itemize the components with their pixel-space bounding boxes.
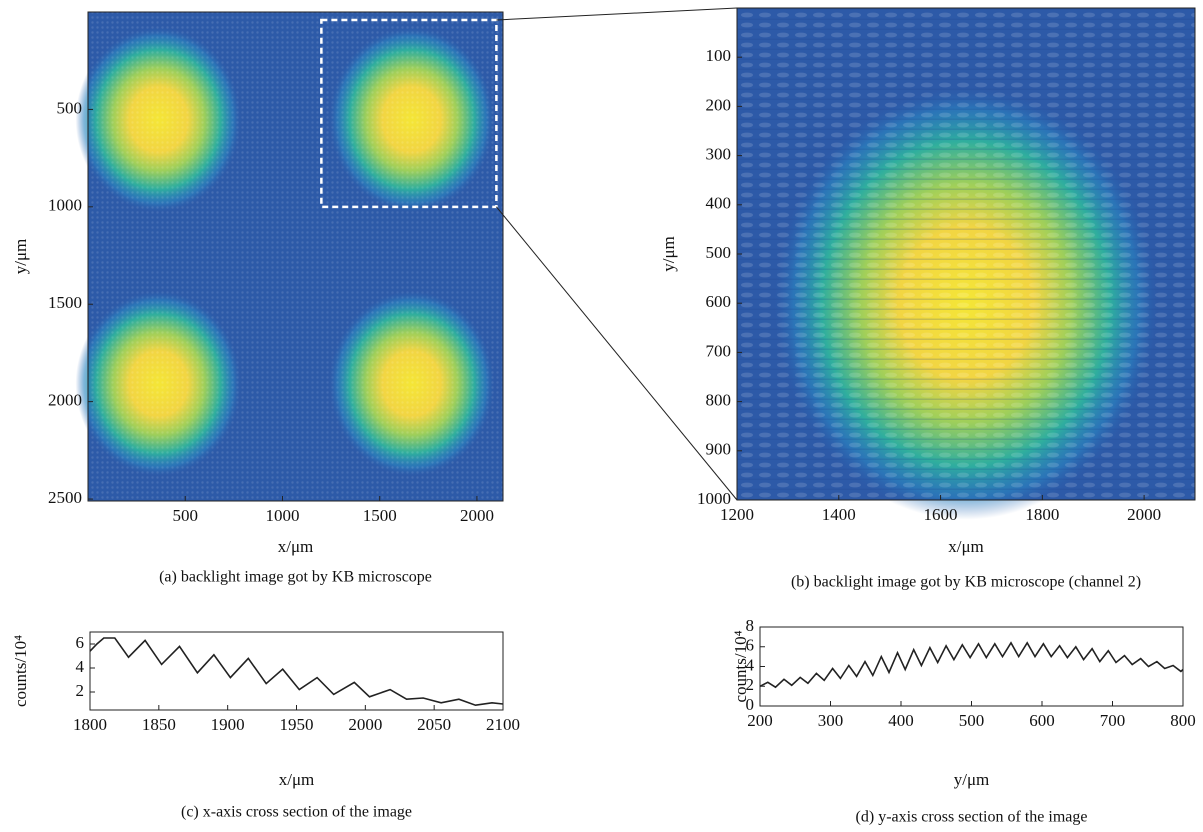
x-tick-label: 1600 (924, 505, 958, 524)
y-axis-label: y/μm (659, 236, 678, 272)
x-tick-label: 1800 (73, 715, 107, 734)
x-axis-label: x/μm (278, 537, 314, 556)
y-tick-label: 500 (57, 98, 83, 117)
plot-frame (89, 631, 504, 711)
x-axis-label: x/μm (279, 770, 315, 789)
image (737, 8, 1195, 520)
x-tick-label: 500 (172, 506, 198, 525)
y-axis-label: counts/10⁴ (11, 635, 30, 707)
caption: (d) y-axis cross section of the image (856, 809, 1088, 826)
y-tick-label: 700 (706, 341, 732, 360)
x-tick-label: 500 (959, 711, 985, 730)
x-tick-label: 2000 (460, 506, 494, 525)
x-tick-label: 200 (747, 711, 773, 730)
x-tick-label: 1900 (211, 715, 245, 734)
y-axis-label: counts/10⁴ (731, 630, 750, 702)
y-tick-label: 800 (706, 391, 732, 410)
caption: (c) x-axis cross section of the image (181, 804, 412, 821)
y-tick-label: 100 (706, 46, 732, 65)
x-tick-label: 300 (818, 711, 844, 730)
image (75, 12, 503, 501)
x-axis-label: y/μm (954, 770, 990, 789)
x-tick-label: 1850 (142, 715, 176, 734)
connector (496, 206, 738, 501)
zoom-box (320, 18, 498, 209)
y-tick-label: 1000 (697, 489, 731, 508)
connector (496, 7, 738, 21)
texture (737, 8, 1195, 500)
x-tick-label: 800 (1170, 711, 1196, 730)
y-tick-label: 2 (746, 675, 755, 694)
y-tick-label: 1500 (48, 293, 82, 312)
plot-frame (759, 626, 1184, 707)
y-tick-label: 200 (706, 95, 732, 114)
y-tick-label: 400 (706, 194, 732, 213)
x-tick-label: 1950 (280, 715, 314, 734)
y-tick-label: 1000 (48, 196, 82, 215)
x-tick-label: 1500 (363, 506, 397, 525)
y-axis-label: y/μm (11, 239, 30, 275)
x-tick-label: 1200 (720, 505, 754, 524)
y-tick-label: 2500 (48, 488, 82, 507)
y-tick-label: 4 (76, 657, 85, 676)
y-tick-label: 900 (706, 440, 732, 459)
x-tick-label: 2100 (486, 715, 520, 734)
x-tick-label: 600 (1029, 711, 1055, 730)
y-tick-label: 2000 (48, 391, 82, 410)
caption: (b) backlight image got by KB microscope… (791, 574, 1141, 591)
y-tick-label: 6 (746, 636, 755, 655)
y-tick-label: 600 (706, 292, 732, 311)
x-tick-label: 1800 (1025, 505, 1059, 524)
y-tick-label: 500 (706, 243, 732, 262)
y-tick-label: 6 (76, 633, 85, 652)
data-line (759, 641, 1184, 689)
x-tick-label: 1400 (822, 505, 856, 524)
x-axis-label: x/μm (948, 537, 984, 556)
y-tick-label: 4 (746, 655, 755, 674)
x-tick-label: 2000 (1127, 505, 1161, 524)
x-tick-label: 2050 (417, 715, 451, 734)
data-line (89, 637, 504, 707)
y-tick-label: 300 (706, 145, 732, 164)
x-tick-label: 1000 (265, 506, 299, 525)
x-tick-label: 700 (1100, 711, 1126, 730)
y-tick-label: 0 (746, 695, 755, 714)
y-tick-label: 8 (746, 616, 755, 635)
y-tick-label: 2 (76, 681, 85, 700)
x-tick-label: 2000 (348, 715, 382, 734)
caption: (a) backlight image got by KB microscope (159, 569, 432, 586)
texture (88, 12, 503, 501)
x-tick-label: 400 (888, 711, 914, 730)
plot-frame (87, 11, 504, 502)
